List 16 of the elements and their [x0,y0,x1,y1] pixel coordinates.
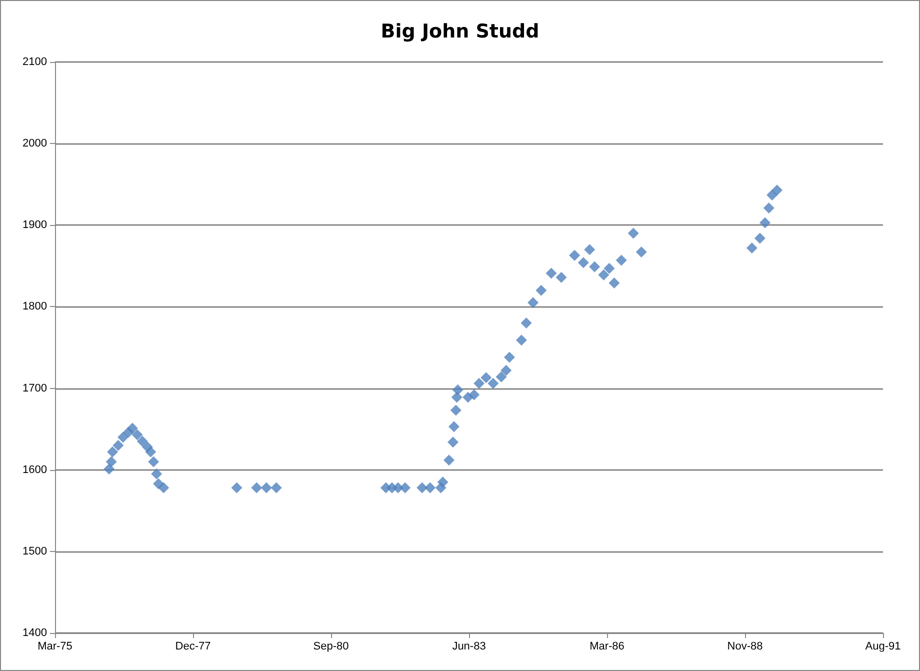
x-tick-label: Mar-75 [38,640,72,652]
y-tick-label: 1400 [22,627,47,639]
y-tick-label: 1700 [22,382,47,394]
x-tick-label: Dec-77 [175,640,211,652]
y-tick-label: 2000 [22,138,47,150]
y-tick-label: 1800 [22,300,47,313]
x-tick-label: Mar-86 [590,640,624,652]
y-tick-label: 1600 [22,464,47,476]
y-tick-label: 1500 [22,545,47,558]
x-tick-label: Aug-91 [865,640,901,652]
y-tick-label: 1900 [22,219,47,232]
x-tick-label: Nov-88 [727,640,763,652]
x-tick-label: Jun-83 [452,640,486,652]
chart-title: Big John Studd [380,20,540,42]
x-tick-label: Sep-80 [313,640,349,652]
y-tick-label: 2100 [22,56,47,68]
